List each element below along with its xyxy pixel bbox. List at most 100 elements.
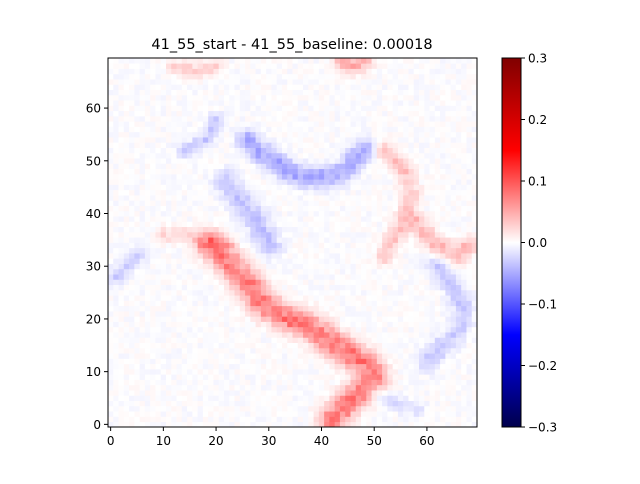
heatmap-cell	[318, 268, 325, 275]
heatmap-cell	[245, 416, 251, 423]
heatmap-cell	[445, 79, 451, 85]
heatmap-cell	[276, 242, 283, 249]
heatmap-cell	[450, 411, 457, 417]
heatmap-cell	[192, 221, 198, 228]
heatmap-cell	[376, 411, 383, 417]
heatmap-cell	[334, 79, 341, 85]
heatmap-cell	[213, 400, 220, 407]
heatmap-cell	[229, 326, 235, 333]
heatmap-cell	[461, 237, 467, 243]
heatmap-cell	[334, 73, 341, 80]
heatmap-cell	[324, 121, 330, 127]
heatmap-cell	[276, 100, 283, 106]
heatmap-cell	[355, 342, 362, 349]
heatmap-cell	[355, 347, 362, 354]
heatmap-cell	[229, 105, 235, 112]
heatmap-cell	[440, 337, 446, 344]
heatmap-cell	[181, 332, 188, 338]
heatmap-cell	[287, 289, 293, 296]
heatmap-cell	[292, 379, 299, 386]
heatmap-cell	[434, 189, 441, 196]
heatmap-cell	[218, 369, 225, 375]
heatmap-cell	[329, 137, 336, 143]
heatmap-cell	[276, 137, 283, 143]
heatmap-cell	[297, 179, 304, 185]
x-tick-label: 40	[314, 434, 329, 448]
heatmap-cell	[434, 258, 441, 264]
heatmap-cell	[434, 374, 441, 380]
heatmap-cell	[176, 89, 183, 96]
heatmap-cell	[382, 295, 388, 301]
heatmap-cell	[234, 369, 241, 375]
heatmap-cell	[202, 379, 209, 386]
heatmap-cell	[250, 163, 256, 170]
heatmap-cell	[318, 168, 325, 175]
heatmap-cell	[260, 200, 267, 206]
heatmap-cell	[371, 131, 378, 138]
heatmap-cell	[382, 121, 388, 127]
heatmap-cell	[440, 421, 446, 428]
heatmap-cell	[108, 200, 114, 206]
heatmap-cell	[434, 94, 441, 101]
heatmap-cell	[366, 390, 372, 396]
heatmap-cell	[471, 210, 478, 217]
heatmap-cell	[461, 400, 467, 407]
heatmap-cell	[313, 126, 320, 133]
heatmap-cell	[234, 121, 241, 127]
heatmap-cell	[413, 115, 420, 122]
heatmap-cell	[176, 258, 183, 264]
heatmap-cell	[355, 326, 362, 333]
heatmap-cell	[260, 332, 267, 338]
heatmap-cell	[108, 305, 114, 312]
heatmap-cell	[292, 126, 299, 133]
heatmap-cell	[429, 205, 436, 212]
heatmap-cell	[187, 173, 193, 180]
heatmap-cell	[250, 68, 256, 75]
heatmap-cell	[192, 147, 198, 154]
heatmap-cell	[239, 374, 246, 380]
heatmap-cell	[276, 395, 283, 401]
heatmap-cell	[355, 115, 362, 122]
heatmap-cell	[355, 73, 362, 80]
heatmap-cell	[403, 89, 409, 96]
heatmap-cell	[361, 374, 367, 380]
heatmap-cell	[313, 84, 320, 90]
y-tick-label: 20	[86, 312, 101, 326]
heatmap-cell	[250, 253, 256, 259]
heatmap-cell	[150, 68, 156, 75]
heatmap-cell	[455, 353, 462, 359]
heatmap-cell	[129, 369, 135, 375]
heatmap-cell	[239, 363, 246, 370]
heatmap-cell	[355, 142, 362, 148]
heatmap-cell	[165, 358, 172, 365]
heatmap-cell	[424, 405, 430, 412]
heatmap-cell	[361, 390, 367, 396]
heatmap-cell	[461, 63, 467, 69]
heatmap-cell	[355, 221, 362, 228]
heatmap-cell	[165, 205, 172, 212]
heatmap-cell	[318, 258, 325, 264]
heatmap-cell	[461, 226, 467, 233]
heatmap-cell	[339, 421, 346, 428]
heatmap-cell	[208, 100, 214, 106]
heatmap-cell	[192, 390, 198, 396]
heatmap-cell	[281, 131, 288, 138]
heatmap-cell	[165, 284, 172, 291]
heatmap-cell	[229, 289, 235, 296]
heatmap-cell	[245, 84, 251, 90]
heatmap-cell	[181, 242, 188, 249]
heatmap-cell	[197, 110, 204, 117]
heatmap-cell	[192, 89, 198, 96]
heatmap-cell	[382, 284, 388, 291]
heatmap-cell	[255, 247, 262, 254]
heatmap-cell	[181, 337, 188, 344]
heatmap-cell	[371, 300, 378, 307]
heatmap-cell	[366, 295, 372, 301]
heatmap-cell	[313, 184, 320, 191]
heatmap-cell	[144, 379, 151, 386]
heatmap-cell	[376, 110, 383, 117]
heatmap-cell	[139, 395, 146, 401]
heatmap-cell	[440, 405, 446, 412]
heatmap-cell	[255, 379, 262, 386]
heatmap-cell	[123, 210, 130, 217]
